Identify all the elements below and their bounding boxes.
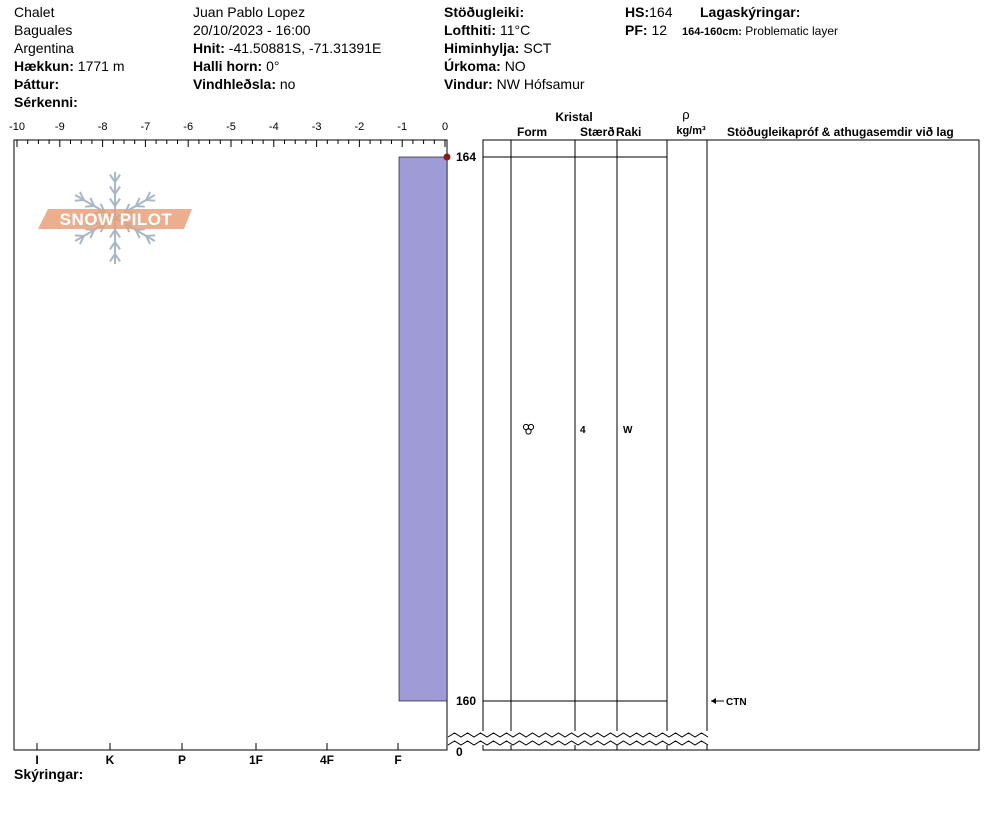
depth-label: 0 (456, 745, 463, 759)
legend-label: Skýringar: (14, 766, 84, 782)
precipitation: Úrkoma: NO (444, 58, 526, 74)
test-result-arrowhead (711, 698, 716, 704)
top-axis-tick-label: -4 (269, 121, 279, 133)
layer-table: Kristal Form Stærð Raki ρ kg/m³ Stöðugle… (482, 107, 980, 751)
layer-note-item: 164-160cm: Problematic layer (682, 22, 838, 41)
coordinates: Hnit: -41.50881S, -71.31391E (193, 40, 382, 56)
hardness-layer-bar (398, 156, 448, 702)
hardness-axis-tick-label: 1F (249, 753, 263, 767)
hardness-axis-tick-label: I (35, 753, 38, 767)
layer-note-text: Problematic layer (745, 24, 838, 38)
penetration-foot: PF: 12 (625, 22, 668, 38)
stability: Stöðugleiki: (444, 4, 525, 20)
grain-form-icon (522, 423, 535, 435)
hardness-axis-tick-label: P (178, 753, 186, 767)
density-unit: kg/m³ (676, 125, 706, 137)
wetness-header: Raki (616, 125, 641, 139)
depth-labels: 164 160 0 (456, 150, 476, 759)
table-rows: 4 W CTN (483, 156, 747, 708)
top-axis-tick-label: -1 (397, 121, 407, 133)
top-axis-tick-label: -8 (98, 121, 108, 133)
depth-label: 164 (456, 150, 476, 164)
logo-text: SNOW PILOT (60, 210, 173, 229)
area: Baguales (14, 22, 73, 38)
slope-angle: Halli horn: 0° (193, 58, 280, 74)
wind-loading: Vindhleðsla: no (193, 76, 296, 92)
air-temperature: Lofthiti: 11°C (444, 22, 531, 38)
zigzag-line (447, 732, 709, 738)
hardness-layers (398, 153, 451, 702)
sky-cover: Himinhylja: SCT (444, 40, 552, 56)
grain-size: 4 (580, 425, 586, 436)
observer: Juan Pablo Lopez (193, 4, 306, 20)
header-col-3: Stöðugleiki: Lofthiti: 11°C Himinhylja: … (444, 3, 585, 93)
axis-break-zigzag (447, 731, 709, 746)
snow-height: HS:164 (625, 4, 673, 20)
wetness: W (623, 425, 633, 436)
layer-note-range: 164-160cm: (682, 26, 742, 38)
top-axis-tick-label: 0 (442, 121, 448, 133)
top-axis-tick-label: -3 (312, 121, 322, 133)
hardness-plot-frame (13, 139, 448, 751)
header-col-1: Chalet Baguales Argentina Hækkun: 1771 m… (14, 3, 125, 111)
elevation: Hækkun: 1771 m (14, 58, 125, 74)
hardness-axis-tick-label: F (394, 753, 401, 767)
top-axis-tick-label: -9 (55, 121, 65, 133)
features: Sérkenni: (14, 94, 78, 110)
layer-notes-label: Lagaskýringar: (700, 4, 801, 20)
comments-header: Stöðugleikapróf & athugasemdir við lag (727, 125, 954, 139)
hardness-axis-tick-label: K (106, 753, 115, 767)
top-axis-tick-label: -2 (355, 121, 365, 133)
hardness-axis: I K P 1F 4F F (35, 743, 402, 767)
zigzag-mask (448, 731, 708, 745)
location: Chalet (14, 4, 55, 20)
top-axis-tick-label: -7 (141, 121, 151, 133)
table-frame (482, 139, 980, 751)
snowpilot-logo: SNOW PILOT (38, 172, 192, 264)
hardness-axis-tick-label: 4F (320, 753, 334, 767)
country: Argentina (14, 40, 74, 56)
depth-label: 160 (456, 694, 476, 708)
zigzag-line (447, 740, 709, 746)
datetime: 20/10/2023 - 16:00 (193, 22, 311, 38)
surface-marker (443, 153, 451, 161)
header-col-2: Juan Pablo Lopez 20/10/2023 - 16:00 Hnit… (193, 3, 381, 93)
size-header: Stærð (580, 125, 615, 139)
logo-banner (38, 209, 192, 229)
top-axis-tick-label: -6 (183, 121, 193, 133)
wind: Vindur: NW Hófsamur (444, 76, 585, 92)
top-axis: -10 -9 -8 -7 -6 -5 -4 -3 -2 -1 0 (9, 121, 448, 147)
top-axis-tick-label: -5 (226, 121, 236, 133)
header-col-4: HS:164 PF: 12 (625, 3, 672, 39)
form-header: Form (517, 125, 547, 139)
layer-notes: Lagaskýringar: (700, 3, 800, 21)
crystal-header: Kristal (555, 110, 592, 124)
aspect: Þáttur: (14, 76, 60, 92)
test-result-label: CTN (726, 697, 747, 708)
top-axis-tick-label: -10 (9, 121, 25, 133)
density-symbol: ρ (682, 107, 689, 122)
